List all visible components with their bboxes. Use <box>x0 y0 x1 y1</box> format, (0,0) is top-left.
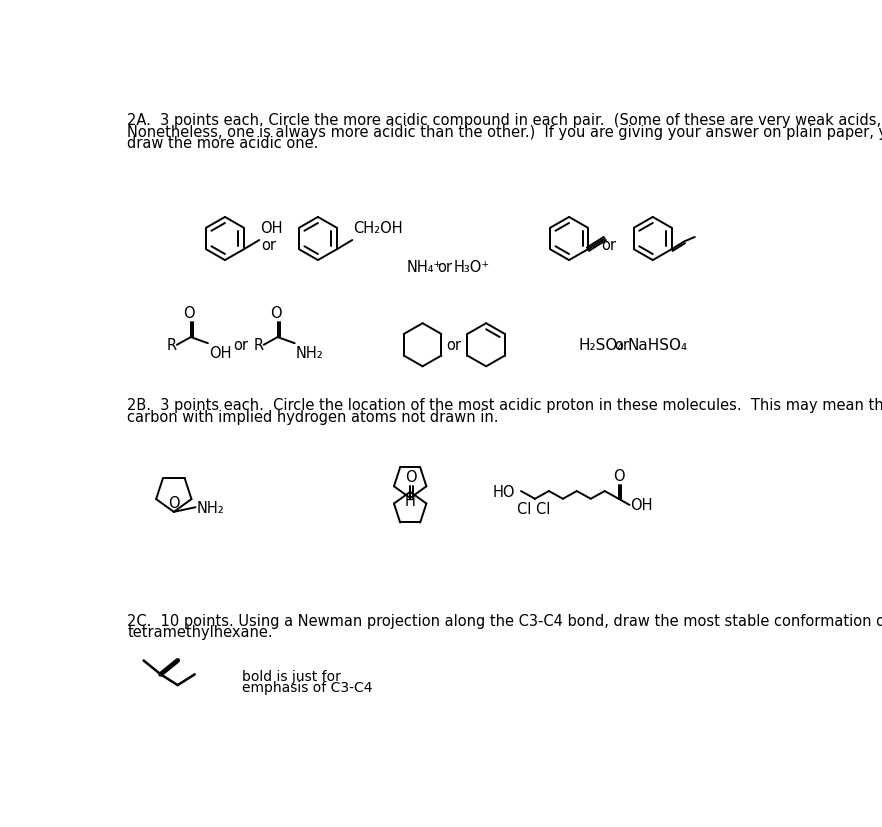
Text: NH₂: NH₂ <box>197 500 225 515</box>
Text: O: O <box>614 469 625 484</box>
Text: R: R <box>254 338 264 353</box>
Text: H₂SO₄: H₂SO₄ <box>579 338 624 353</box>
Text: or: or <box>614 338 629 353</box>
Text: or: or <box>261 237 276 253</box>
Text: emphasis of C3-C4: emphasis of C3-C4 <box>242 680 372 694</box>
Text: tetramethylhexane.: tetramethylhexane. <box>127 624 273 639</box>
Text: H₃O⁺: H₃O⁺ <box>453 259 490 275</box>
Text: HO: HO <box>492 484 515 499</box>
Text: carbon with implied hydrogen atoms not drawn in.: carbon with implied hydrogen atoms not d… <box>127 409 499 424</box>
Text: NaHSO₄: NaHSO₄ <box>628 338 688 353</box>
Text: R: R <box>167 338 177 353</box>
Text: bold is just for: bold is just for <box>242 669 340 683</box>
Text: 2A.  3 points each. Circle the more acidic compound in each pair.  (Some of thes: 2A. 3 points each. Circle the more acidi… <box>127 113 882 128</box>
Text: O: O <box>270 306 282 321</box>
Text: NH₂: NH₂ <box>295 346 323 361</box>
Text: OH: OH <box>260 221 282 237</box>
Text: or: or <box>446 338 461 353</box>
Text: H: H <box>405 494 415 509</box>
Text: O: O <box>168 495 180 511</box>
Text: 2C.  10 points. Using a Newman projection along the C3-C4 bond, draw the most st: 2C. 10 points. Using a Newman projection… <box>127 613 882 628</box>
Text: NH₄⁺: NH₄⁺ <box>407 259 443 275</box>
Text: OH: OH <box>631 498 653 513</box>
Text: CH₂OH: CH₂OH <box>353 221 403 237</box>
Text: or: or <box>437 259 452 275</box>
Text: O: O <box>183 306 195 321</box>
Text: Nonetheless, one is always more acidic than the other.)  If you are giving your : Nonetheless, one is always more acidic t… <box>127 125 882 140</box>
Text: O: O <box>405 470 417 485</box>
Text: or: or <box>601 237 616 253</box>
Text: OH: OH <box>209 346 231 361</box>
Text: draw the more acidic one.: draw the more acidic one. <box>127 136 318 151</box>
Text: 2B.  3 points each.  Circle the location of the most acidic proton in these mole: 2B. 3 points each. Circle the location o… <box>127 398 882 413</box>
Text: or: or <box>233 338 248 353</box>
Text: Cl Cl: Cl Cl <box>517 501 550 516</box>
